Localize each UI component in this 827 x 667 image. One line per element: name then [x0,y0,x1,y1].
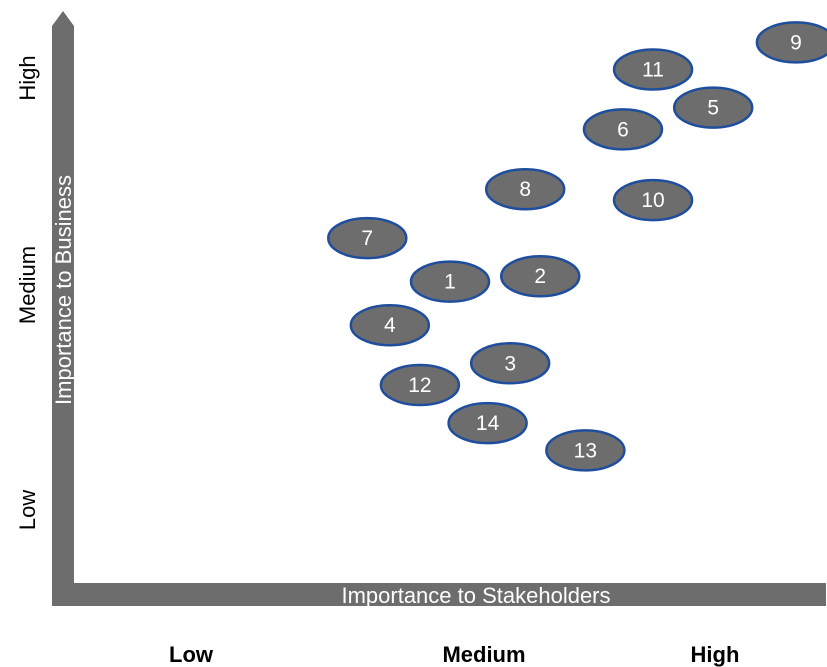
bubble-marker [327,216,408,260]
bubble-label: 8 [519,178,531,201]
bubble-label: 10 [641,189,664,212]
bubble-marker [469,342,551,385]
bubble-label: 12 [408,374,431,397]
x-axis-title: Importance to Stakeholders [341,583,610,608]
bubble-label: 9 [790,31,802,54]
y-tick-high: High [15,55,40,100]
bubble-point-5: 5 [672,86,754,129]
bubble-point-12: 12 [379,363,461,407]
y-tick-low: Low [15,490,40,530]
bubble-marker [349,303,431,347]
bubble-point-2: 2 [499,254,581,298]
bubble-label: 11 [642,59,664,82]
bubble-marker [484,167,566,211]
bubble-point-9: 9 [755,21,827,64]
bubble-point-3: 3 [469,342,551,385]
y-tick-medium: Medium [15,246,40,324]
x-tick-high: High [691,642,740,667]
bubble-point-11: 11 [612,48,694,91]
bubble-point-8: 8 [484,167,566,211]
bubble-label: 6 [617,118,629,141]
x-tick-medium: Medium [442,642,525,667]
bubble-point-1: 1 [409,260,491,303]
bubble-point-14: 14 [447,401,528,445]
bubble-label: 2 [534,265,546,288]
bubble-point-6: 6 [582,108,664,151]
bubble-point-10: 10 [612,178,694,222]
x-axis-bar [52,583,826,606]
bubble-label: 1 [444,271,456,294]
bubble-label: 3 [504,352,516,375]
bubble-marker [545,429,626,472]
bubble-label: 5 [707,97,719,120]
bubble-marker [379,363,461,407]
bubble-point-7: 7 [327,216,408,260]
bubble-marker [582,108,664,151]
bubble-label: 13 [574,439,597,462]
x-tick-low: Low [169,642,214,667]
bubble-point-4: 4 [349,303,431,347]
bubble-marker [612,178,694,222]
y-axis-bar [52,11,74,606]
bubble-marker [447,401,528,445]
bubble-label: 4 [384,314,396,337]
bubble-marker [499,254,581,298]
y-axis-title: Importance to Business [51,175,76,405]
bubble-marker [409,260,491,303]
bubble-marker [755,21,827,64]
bubble-point-13: 13 [545,429,626,472]
bubble-label: 7 [361,227,373,250]
bubble-marker [672,86,754,129]
bubble-label: 14 [476,412,500,435]
bubble-marker [612,48,694,91]
